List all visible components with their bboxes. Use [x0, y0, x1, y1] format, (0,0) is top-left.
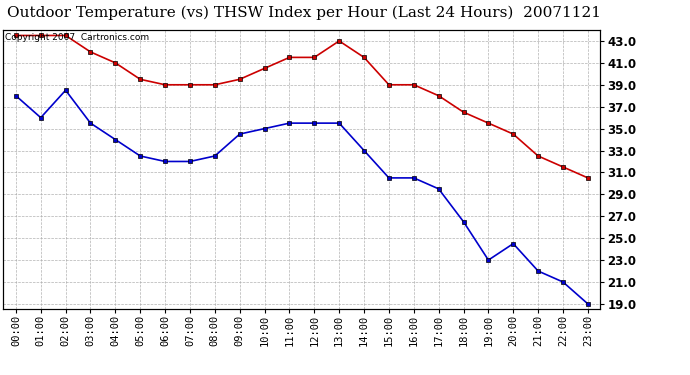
Text: Copyright 2007  Cartronics.com: Copyright 2007 Cartronics.com	[5, 33, 149, 42]
Text: Outdoor Temperature (vs) THSW Index per Hour (Last 24 Hours)  20071121: Outdoor Temperature (vs) THSW Index per …	[7, 6, 600, 20]
